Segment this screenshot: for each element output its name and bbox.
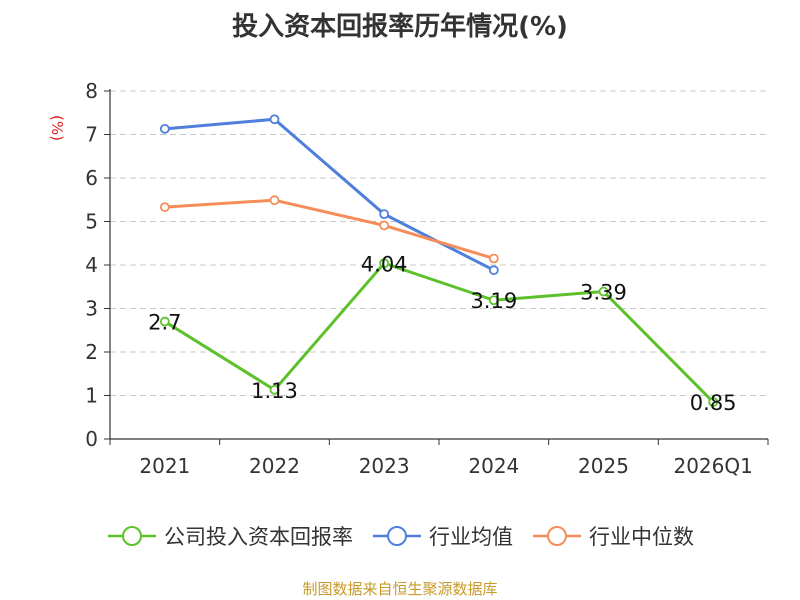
legend-label-industry-mean: 行业均值 [429, 525, 513, 549]
data-point [159, 202, 170, 213]
data-point [269, 384, 280, 395]
legend-line-marker-icon [108, 526, 156, 546]
source-note: 制图数据来自恒生聚源数据库 [302, 580, 498, 598]
data-label: 1.13 [251, 379, 298, 403]
y-tick-label: 8 [85, 79, 98, 103]
legend-line-marker-icon [533, 526, 581, 546]
data-point [488, 253, 499, 264]
legend-item-industry-mean[interactable]: 行业均值 [371, 521, 513, 551]
legend-item-industry-median[interactable]: 行业中位数 [531, 521, 694, 551]
series-line [164, 198, 495, 260]
data-point [708, 397, 719, 407]
data-point [488, 265, 499, 276]
y-tick-label: 3 [85, 297, 98, 321]
data-point [598, 286, 609, 297]
data-point [159, 123, 170, 134]
x-tick-label: 2025 [578, 454, 629, 478]
line-chart: 0 1 2 3 4 5 6 7 8 2021 2022 2023 2024 2025 2026Q1 (%) 2.… [48, 79, 769, 478]
y-tick-label: 4 [85, 253, 98, 277]
data-point [269, 195, 280, 206]
y-tick-label: 7 [85, 123, 98, 147]
data-label: 3.39 [580, 281, 627, 305]
data-point [379, 258, 390, 269]
data-point [159, 316, 170, 327]
series-line [164, 117, 495, 272]
y-tick-label: 6 [85, 166, 98, 190]
data-label: 2.7 [148, 311, 181, 335]
y-tick-label: 5 [85, 210, 98, 234]
x-tick-label: 2024 [468, 454, 519, 478]
data-point [488, 295, 499, 306]
legend-item-company[interactable]: 公司投入资本回报率 [106, 521, 353, 551]
x-tick-label: 2023 [359, 454, 410, 478]
legend-label-company: 公司投入资本回报率 [164, 525, 353, 549]
data-point [379, 209, 390, 220]
data-label: 0.85 [690, 391, 737, 415]
y-axis-label: (%) [48, 115, 66, 141]
x-tick-label: 2021 [139, 454, 190, 478]
legend-label-industry-median: 行业中位数 [589, 525, 694, 549]
data-point [269, 114, 280, 125]
legend: 公司投入资本回报率 行业均值 行业中位数 [0, 518, 800, 554]
legend-line-marker-icon [373, 526, 421, 546]
x-tick-label: 2026Q1 [673, 454, 752, 478]
y-tick-label: 2 [85, 340, 98, 364]
data-point [379, 220, 390, 231]
chart-title: 投入资本回报率历年情况(%) [232, 12, 568, 42]
data-label: 3.19 [470, 289, 517, 313]
y-tick-label: 1 [85, 384, 98, 408]
data-label: 4.04 [361, 252, 408, 276]
y-tick-label: 0 [85, 427, 98, 451]
x-tick-label: 2022 [249, 454, 300, 478]
series-line [164, 261, 715, 404]
